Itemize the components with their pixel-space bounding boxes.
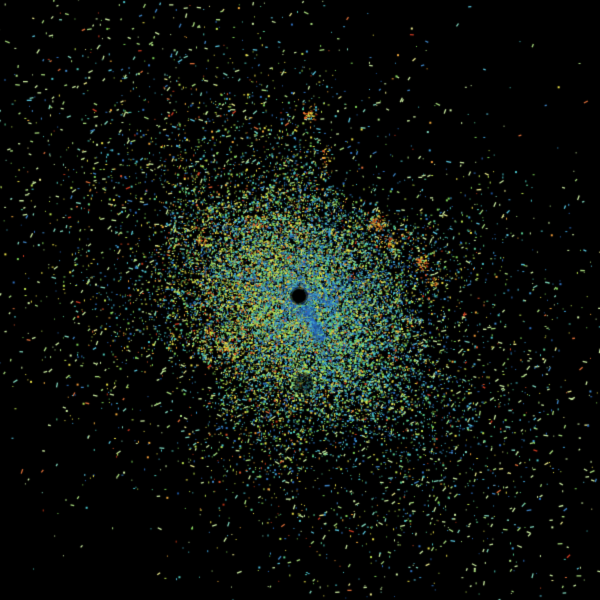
galaxy-scatter-canvas: [0, 0, 600, 600]
particle-sky-visualization: Dense particle-cloud sky visualization: …: [0, 0, 600, 600]
